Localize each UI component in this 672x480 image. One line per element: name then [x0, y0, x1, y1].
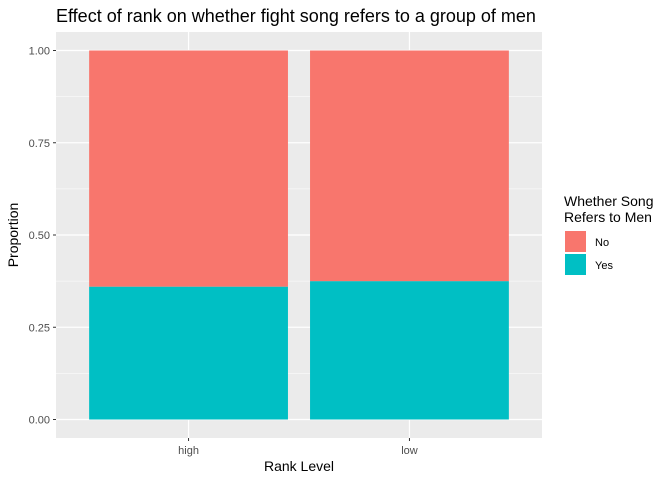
bar-low-yes — [310, 281, 509, 420]
x-tick-label: low — [401, 445, 418, 457]
legend-key-yes — [565, 254, 586, 275]
chart-title: Effect of rank on whether fight song ref… — [56, 6, 536, 26]
legend: Whether Song Refers to Men No Yes — [564, 193, 654, 275]
legend-title-line-2: Refers to Men — [564, 209, 652, 225]
y-tick-label: 0.50 — [29, 230, 50, 242]
y-tick-label: 0.00 — [29, 415, 50, 427]
y-axis: 0.00 0.25 0.50 0.75 1.00 — [29, 46, 56, 427]
y-tick-label: 0.75 — [29, 138, 50, 150]
y-tick-label: 0.25 — [29, 322, 50, 334]
bar-high-no — [89, 50, 288, 287]
x-tick-label: high — [178, 445, 199, 457]
x-axis: high low — [178, 438, 418, 457]
bar-high-yes — [89, 286, 288, 420]
y-axis-title: Proportion — [5, 203, 21, 268]
legend-label-yes: Yes — [595, 260, 613, 272]
legend-key-no — [565, 231, 586, 252]
bar-low-no — [310, 50, 509, 282]
legend-label-no: No — [595, 237, 609, 249]
y-tick-label: 1.00 — [29, 46, 50, 58]
bars — [89, 50, 509, 420]
legend-title-line-1: Whether Song — [564, 193, 654, 209]
x-axis-title: Rank Level — [264, 458, 334, 474]
